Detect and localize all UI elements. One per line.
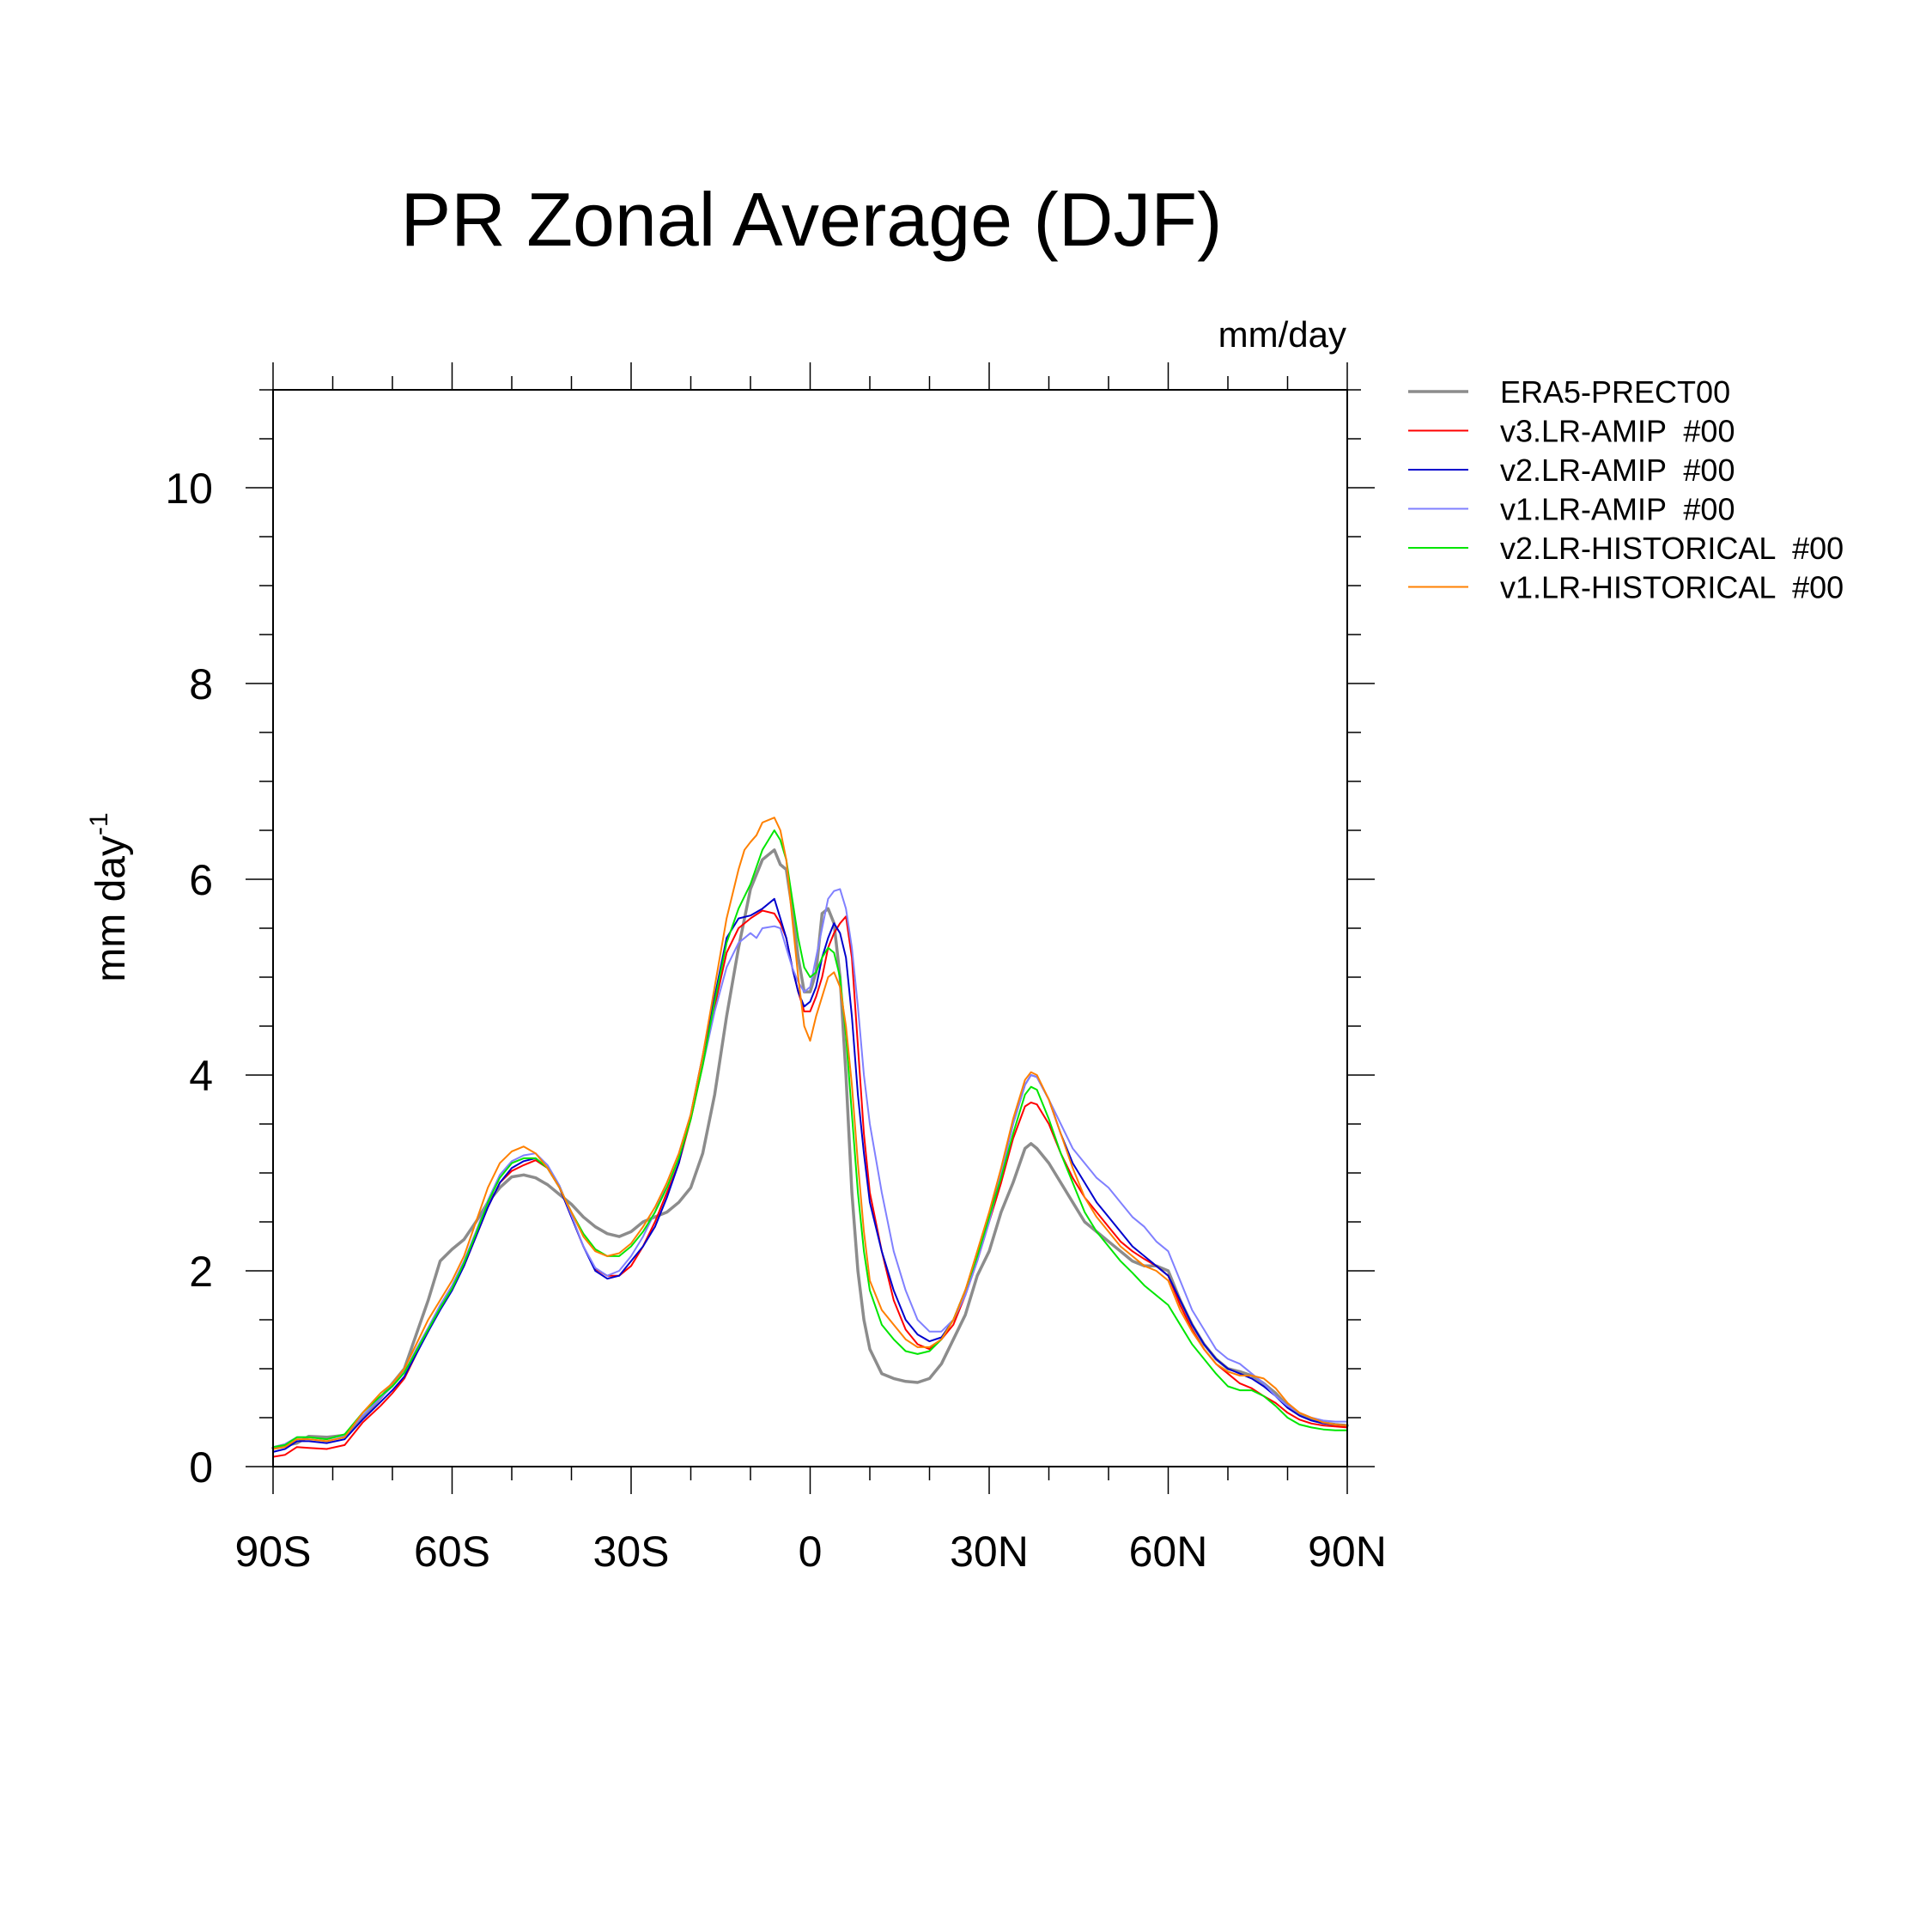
y-tick-label: 10 [165, 465, 213, 513]
series-line-v2-lr-historical-00 [272, 829, 1348, 1449]
legend-item: v1.LR-HISTORICAL #00 [1408, 570, 1844, 605]
series-line-v1-lr-amip-00 [272, 888, 1348, 1449]
axis-ticks [246, 362, 1375, 1494]
legend-label: v2.LR-HISTORICAL #00 [1500, 531, 1844, 566]
legend-item: v1.LR-AMIP #00 [1408, 492, 1735, 527]
y-tick-label: 6 [189, 856, 213, 904]
y-axis-title-base: mm day [88, 835, 134, 982]
legend-label: v1.LR-HISTORICAL #00 [1500, 570, 1844, 605]
series-lines [271, 817, 1349, 1458]
series-line-era5-prect00 [271, 848, 1349, 1450]
y-tick-label: 0 [189, 1443, 213, 1492]
x-tick-label: 30S [593, 1528, 670, 1576]
legend-label: v3.LR-AMIP #00 [1500, 414, 1735, 449]
svg-text:mm day-1: mm day-1 [85, 812, 134, 981]
chart-title: PR Zonal Average (DJF) [401, 177, 1223, 262]
y-tick-label: 8 [189, 660, 213, 708]
legend-label: v1.LR-AMIP #00 [1500, 492, 1735, 527]
plot-frame [272, 389, 1348, 1467]
series-line-v1-lr-historical-00 [272, 817, 1348, 1450]
x-tick-label: 90S [235, 1528, 312, 1576]
legend-item: v2.LR-AMIP #00 [1408, 453, 1735, 488]
y-tick-label: 4 [189, 1052, 213, 1100]
series-line-v2-lr-amip-00 [272, 897, 1348, 1453]
x-tick-label: 60S [414, 1528, 490, 1576]
x-tick-label: 30N [950, 1528, 1029, 1576]
legend-label: ERA5-PRECT00 [1500, 374, 1730, 410]
y-tick-labels: 0 2 4 6 8 10 [165, 465, 213, 1492]
y-axis-title-exponent: -1 [85, 812, 113, 835]
legend: ERA5-PRECT00 v3.LR-AMIP #00 v2.LR-AMIP #00… [1408, 374, 1844, 605]
y-axis-title: mm day-1 [85, 812, 134, 981]
legend-item: v2.LR-HISTORICAL #00 [1408, 531, 1844, 566]
y-tick-label: 2 [189, 1248, 213, 1296]
x-tick-label: 0 [799, 1528, 823, 1576]
x-tick-label: 60N [1129, 1528, 1208, 1576]
legend-item: v3.LR-AMIP #00 [1408, 414, 1735, 449]
legend-label: v2.LR-AMIP #00 [1500, 453, 1735, 488]
x-tick-label: 90N [1308, 1528, 1387, 1576]
legend-item: ERA5-PRECT00 [1408, 374, 1730, 410]
plot-area [246, 362, 1375, 1494]
units-label: mm/day [1218, 314, 1346, 355]
x-tick-labels: 90S 60S 30S 0 30N 60N 90N [235, 1528, 1387, 1576]
